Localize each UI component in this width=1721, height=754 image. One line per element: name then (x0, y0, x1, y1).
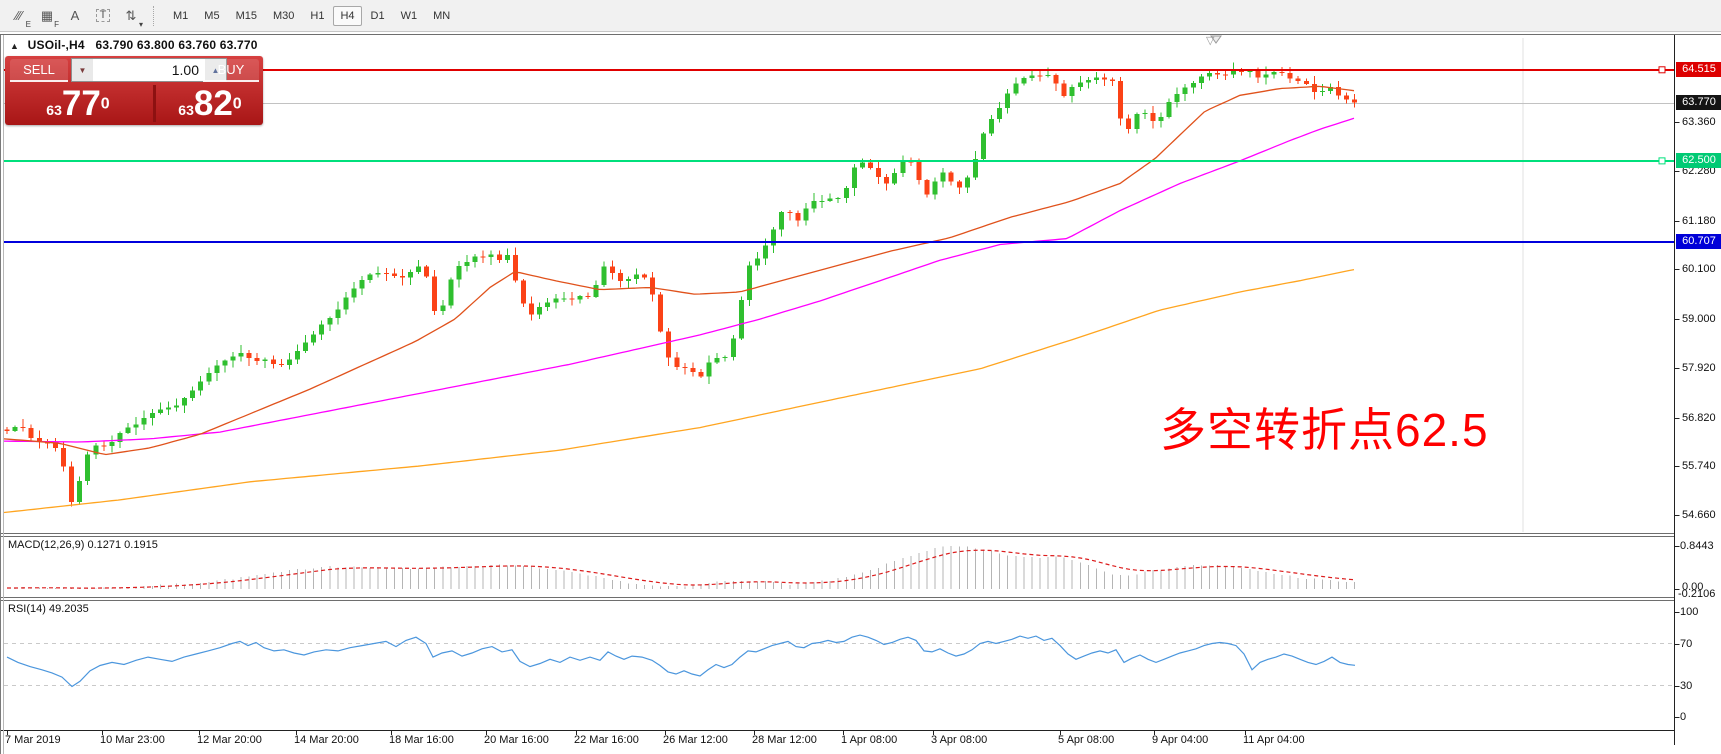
ma-fast-red-line (3, 85, 1355, 456)
timeframe-h1-button[interactable]: H1 (310, 9, 325, 22)
sell-price-sup: 0 (100, 95, 110, 113)
timeframe-h4-button[interactable]: H4 (333, 5, 362, 26)
textbox-t-icon[interactable]: T (90, 4, 116, 28)
date-tick: 12 Mar 20:00 (197, 734, 262, 746)
chart-window: ▲ USOil-,H4 63.790 63.800 63.760 63.770 … (0, 32, 1721, 754)
date-tick: 11 Apr 04:00 (1243, 734, 1305, 746)
date-tick: 5 Apr 08:00 (1058, 734, 1115, 746)
buy-price-display[interactable]: 63820 (157, 84, 263, 124)
price-tick-63.360: 63.360 (1682, 116, 1716, 128)
buy-price-small: 63 (178, 102, 194, 118)
timeframe-d1-button[interactable]: D1 (370, 9, 385, 22)
price-badge-64.515: 64.515 (1676, 62, 1721, 77)
volume-input[interactable] (93, 59, 205, 81)
date-tick: 22 Mar 16:00 (574, 734, 639, 746)
date-tick: 3 Apr 08:00 (931, 734, 988, 746)
volume-decrease-button[interactable]: ▼ (72, 59, 93, 81)
ohlc-values: 63.790 63.800 63.760 63.770 (95, 38, 258, 52)
price-tick-57.920: 57.920 (1682, 362, 1716, 374)
ma-mid-magenta-line (3, 117, 1355, 443)
timeframe-mn-button[interactable]: MN (433, 9, 451, 22)
price-tick-56.820: 56.820 (1682, 412, 1716, 424)
trade-panel-divider (153, 85, 156, 122)
price-tick-60.100: 60.100 (1682, 263, 1716, 275)
chart-shift-marker-icon: ▽ (1206, 35, 1215, 47)
rsi-axis-30: 30 (1680, 680, 1693, 692)
sell-price-display[interactable]: 63770 (5, 84, 151, 124)
symbol-period-label: USOil-,H4 (27, 38, 85, 52)
chart-title: ▲ USOil-,H4 63.790 63.800 63.760 63.770 (10, 38, 258, 52)
rsi-axis-100: 100 (1680, 606, 1699, 618)
timeframe-w1-button[interactable]: W1 (400, 9, 418, 22)
price-tick-59.000: 59.000 (1682, 313, 1716, 325)
macd-plot (6, 545, 1356, 589)
rsi-label: RSI(14) 49.2035 (8, 603, 89, 615)
rsi-line (6, 634, 1356, 688)
macd-signal-line (7, 549, 1355, 589)
chart-annotation: 多空转折点62.5 (1160, 404, 1489, 456)
timeframe-m1-button[interactable]: M1 (173, 9, 189, 22)
sell-button[interactable]: SELL (10, 59, 68, 82)
volume-increase-button[interactable]: ▲ (205, 59, 226, 81)
macd-label: MACD(12,26,9) 0.1271 0.1915 (8, 539, 158, 551)
ma-slow-orange-line (3, 268, 1355, 514)
candles (4, 62, 1358, 507)
toolbar: ∕∕∕ E ▦ F A T ⇅ ▾ M1 M5 M15 M30 H1 H4 D1 W1 MN (0, 0, 1721, 32)
collapse-icon[interactable]: ▲ (10, 41, 20, 51)
timeframe-m30-button[interactable]: M30 (272, 9, 295, 22)
timeframe-m5-button[interactable]: M5 (204, 9, 220, 22)
panel-borders (0, 34, 1721, 754)
hatch-channel-e-icon[interactable]: ∕∕∕ E (15, 8, 31, 29)
macd-axis-min: -0.2106 (1678, 588, 1716, 600)
date-tick: 28 Mar 12:00 (752, 734, 817, 746)
volume-stepper: ▼ ▲ (71, 58, 227, 82)
price-tick-62.280: 62.280 (1682, 165, 1716, 177)
text-label-a-icon[interactable]: A (70, 8, 80, 23)
macd-axis-zero: 0.00 (1682, 581, 1704, 593)
date-tick: 9 Apr 04:00 (1152, 734, 1209, 746)
grid-f-icon[interactable]: ▦ F (40, 8, 59, 29)
macd-axis-max: 0.8443 (1680, 540, 1714, 552)
date-tick: 14 Mar 20:00 (294, 734, 359, 746)
date-tick: 18 Mar 16:00 (389, 734, 454, 746)
buy-button[interactable]: BUY (203, 59, 259, 82)
hline-handle-64.515[interactable] (1658, 66, 1666, 74)
sell-price-big: 77 (61, 84, 101, 123)
price-tick-55.740: 55.740 (1682, 460, 1716, 472)
one-click-trade-panel: SELL ▼ ▲ BUY 63770 63820 (5, 56, 263, 125)
shift-triangle-icon[interactable] (1210, 35, 1222, 44)
sell-price-small: 63 (46, 102, 62, 118)
price-badge-63.770: 63.770 (1676, 95, 1721, 110)
price-badge-62.500: 62.500 (1676, 153, 1721, 168)
buy-price-big: 82 (193, 84, 233, 123)
arrow-styles-icon[interactable]: ⇅ ▾ (125, 8, 143, 29)
date-tick: 7 Mar 2019 (5, 734, 61, 746)
timeframe-m15-button[interactable]: M15 (235, 9, 257, 22)
price-tick-54.660: 54.660 (1682, 509, 1716, 521)
rsi-axis-70: 70 (1680, 638, 1693, 650)
date-tick: 20 Mar 16:00 (484, 734, 549, 746)
buy-price-sup: 0 (232, 95, 242, 113)
date-tick: 1 Apr 08:00 (841, 734, 898, 746)
toolbar-separator (153, 5, 155, 26)
date-tick: 26 Mar 12:00 (663, 734, 728, 746)
price-tick-61.180: 61.180 (1682, 215, 1716, 227)
rsi-axis-0: 0 (1680, 711, 1687, 723)
date-tick: 10 Mar 23:00 (100, 734, 165, 746)
price-badge-60.707: 60.707 (1676, 234, 1721, 249)
hline-handle-62.5[interactable] (1658, 157, 1666, 165)
